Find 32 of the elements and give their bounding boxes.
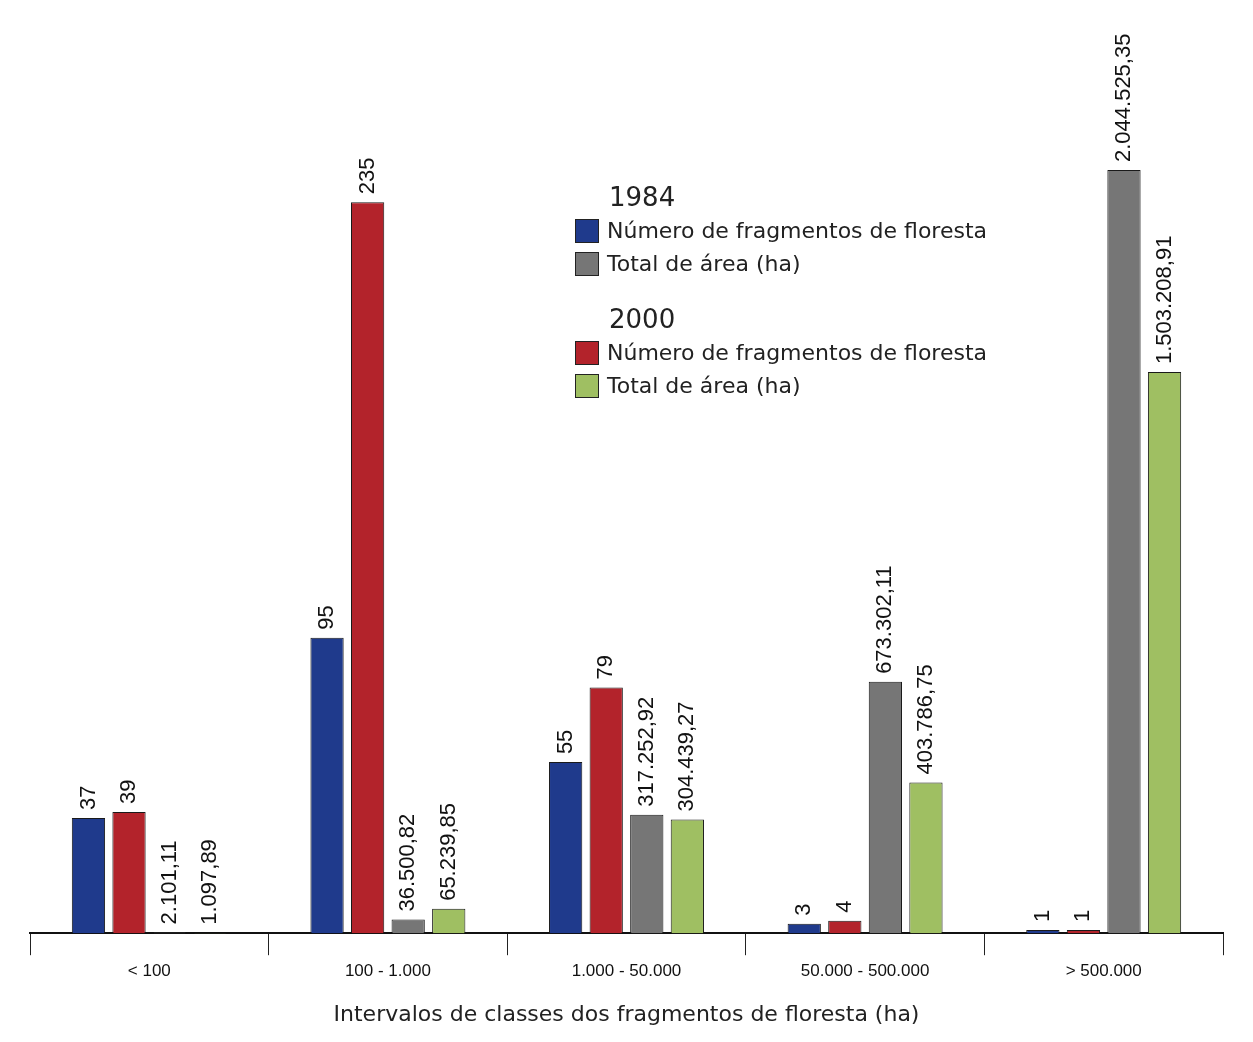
data-label: 95 bbox=[313, 605, 339, 630]
x-tick-label: > 500.000 bbox=[1065, 961, 1142, 981]
data-label: 39 bbox=[115, 779, 141, 804]
data-label: 55 bbox=[551, 729, 577, 755]
data-label: 2.044.525,35 bbox=[1110, 33, 1136, 163]
legend-label: Número de fragmentos de floresta bbox=[607, 218, 988, 243]
data-label: 403.786,75 bbox=[912, 664, 938, 775]
data-label: 4 bbox=[830, 900, 856, 913]
data-label: 1 bbox=[1069, 909, 1095, 923]
data-label: 317.252,92 bbox=[632, 696, 658, 807]
data-label: 37 bbox=[74, 785, 100, 811]
x-axis-title: Intervalos de classes dos fragmentos de floresta (ha) bbox=[333, 1000, 920, 1026]
x-tick-label: 1.000 - 50.000 bbox=[571, 961, 682, 981]
annotation: 1984 bbox=[609, 182, 677, 212]
legend-label: Total de área (ha) bbox=[607, 373, 801, 398]
data-label: 65.239,85 bbox=[434, 802, 460, 901]
x-tick-label: < 100 bbox=[127, 961, 171, 981]
data-label: 673.302,11 bbox=[871, 565, 897, 674]
data-label: 2.101,11 bbox=[155, 840, 181, 925]
data-label: 1.503.208,91 bbox=[1150, 235, 1176, 365]
x-tick-label: 50.000 - 500.000 bbox=[800, 961, 930, 981]
data-label: 304.439,27 bbox=[673, 701, 699, 812]
data-label: 79 bbox=[592, 654, 618, 680]
legend-label: Total de área (ha) bbox=[607, 251, 801, 276]
data-label: 1 bbox=[1028, 909, 1054, 923]
data-label: 3 bbox=[790, 903, 816, 916]
annotation: 2000 bbox=[609, 304, 677, 334]
data-label: 36.500,82 bbox=[394, 813, 420, 912]
x-tick-label: 100 - 1.000 bbox=[344, 961, 431, 981]
data-label: 235 bbox=[353, 157, 379, 195]
legend-label: Número de fragmentos de floresta bbox=[607, 340, 988, 365]
data-label: 1.097,89 bbox=[196, 839, 222, 925]
